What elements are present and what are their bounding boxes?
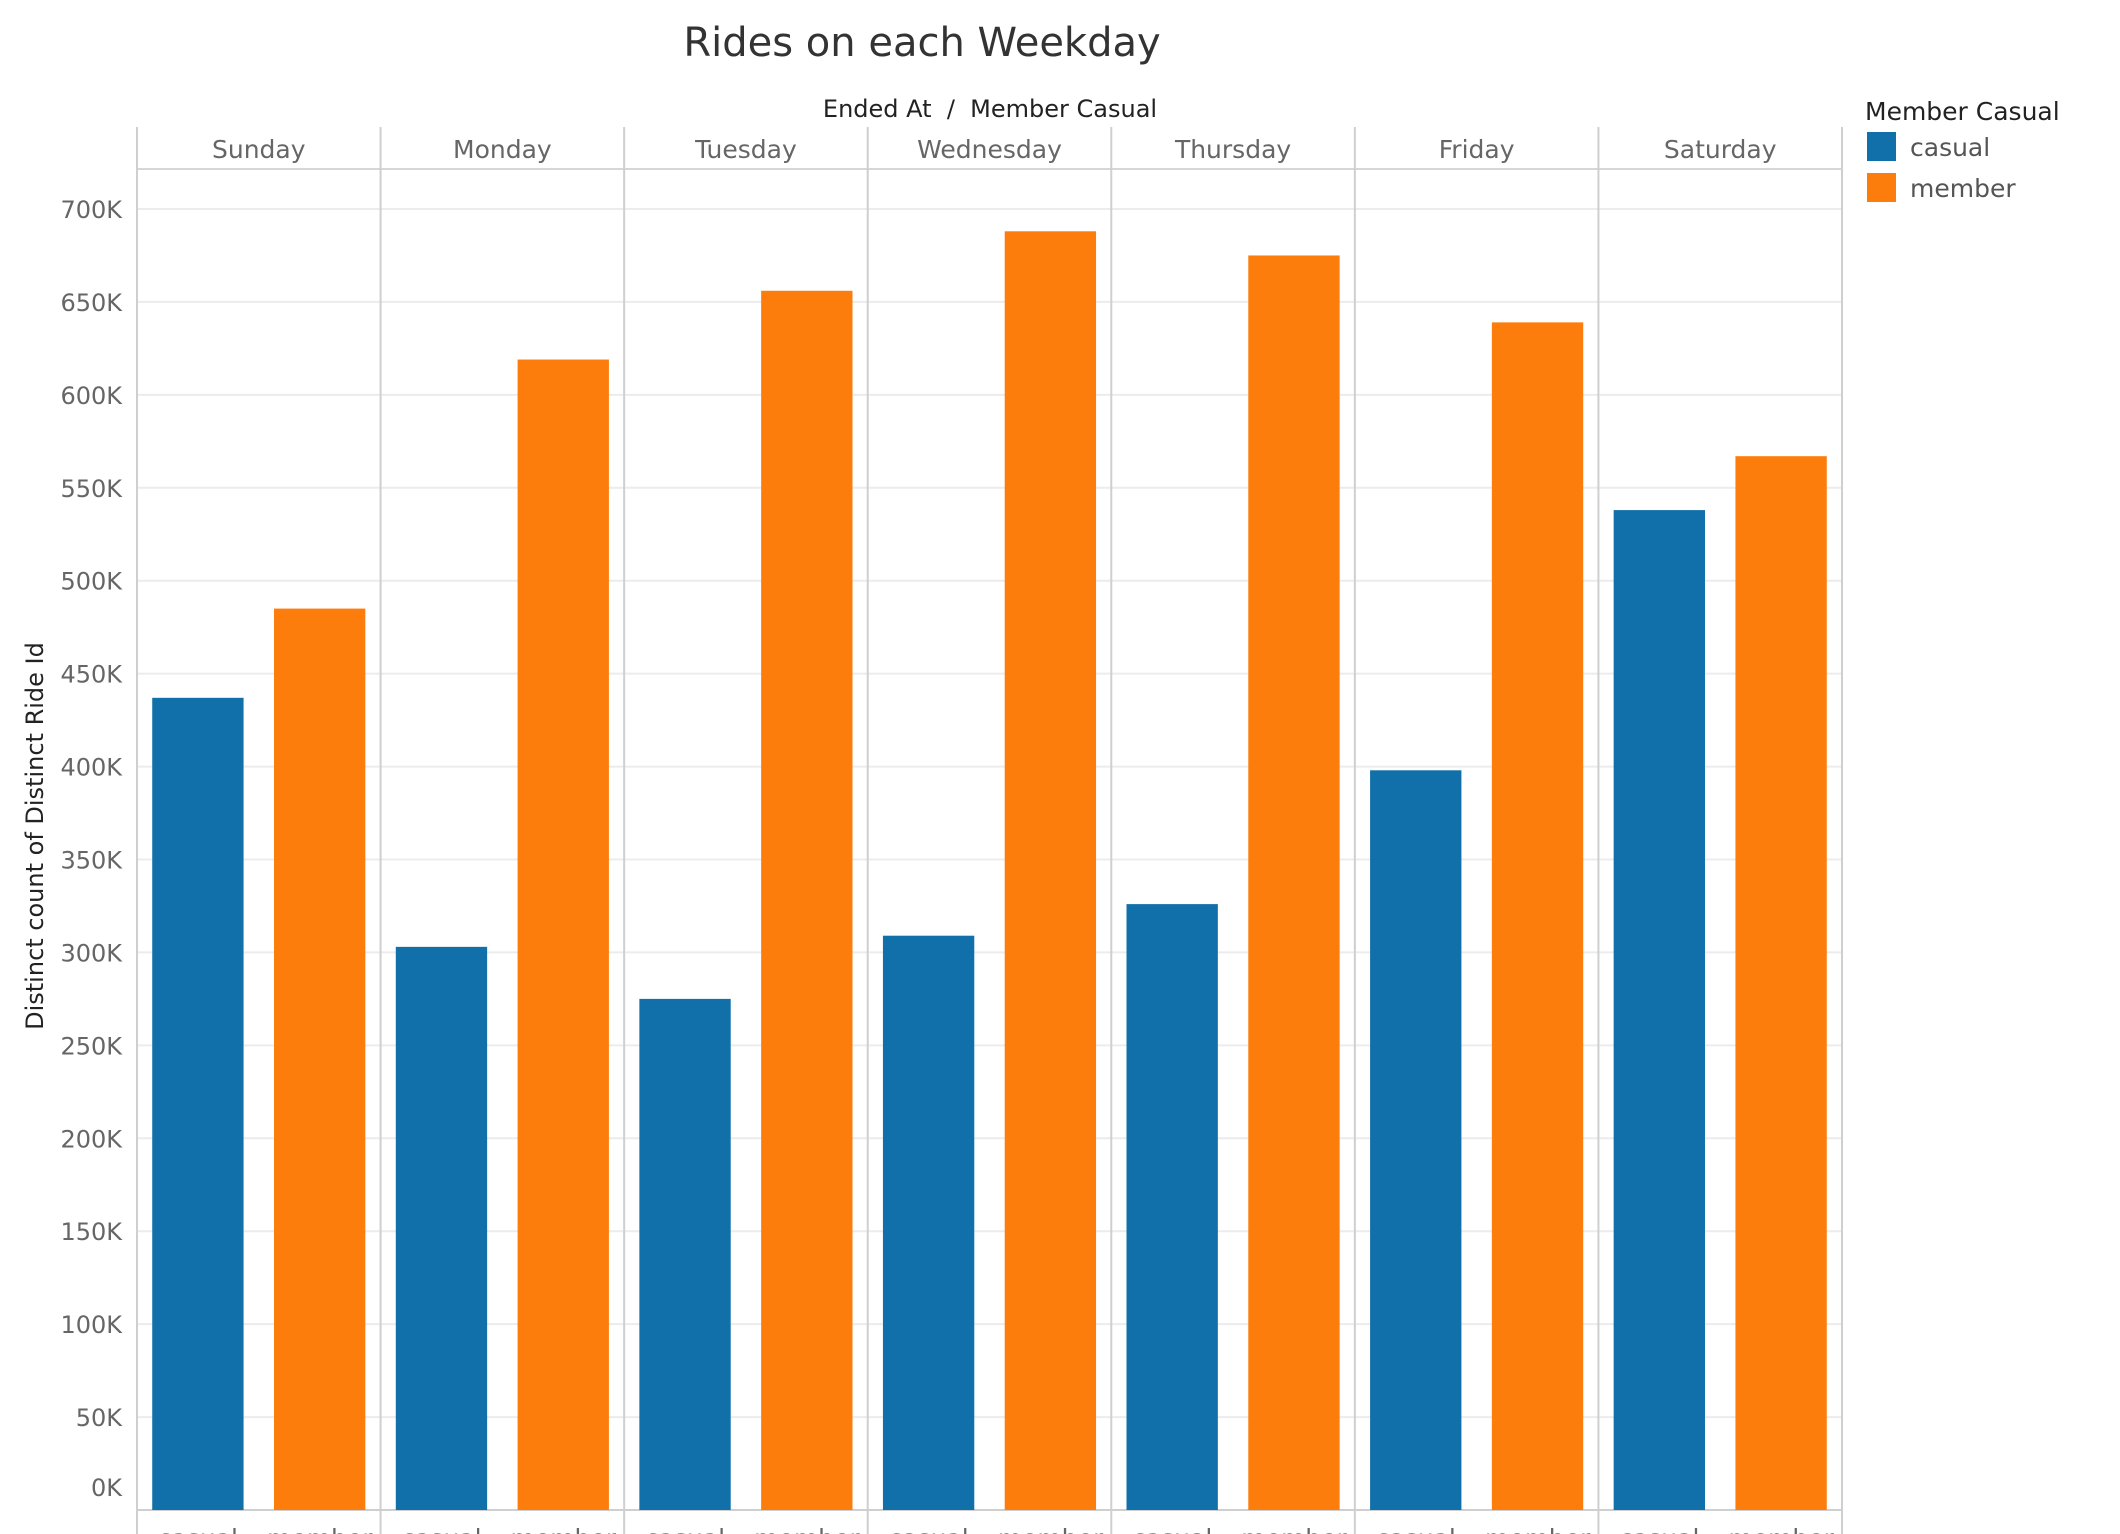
x-category-label: casual <box>1132 1524 1212 1534</box>
bar-casual-wednesday <box>882 935 975 1510</box>
y-tick-label: 600K <box>60 382 123 410</box>
x-category-label: member <box>510 1524 616 1534</box>
x-category-label: member <box>998 1524 1104 1534</box>
x-category-label: casual <box>1376 1524 1456 1534</box>
day-header-label: Thursday <box>1174 135 1291 164</box>
legend-label-casual: casual <box>1910 133 1990 162</box>
day-header-label: Friday <box>1439 135 1515 164</box>
y-tick-label: 250K <box>60 1032 123 1060</box>
y-tick-label: 350K <box>60 847 123 875</box>
day-header-label: Tuesday <box>694 135 797 164</box>
y-tick-label: 550K <box>60 475 123 503</box>
day-header-label: Saturday <box>1664 135 1777 164</box>
panel-frame <box>136 127 1843 1534</box>
bar-member-thursday <box>1248 255 1340 1511</box>
x-category-label: casual <box>158 1524 238 1534</box>
x-category-label: member <box>1485 1524 1591 1534</box>
x-category-label: casual <box>1619 1524 1699 1534</box>
x-category-label: member <box>1728 1524 1834 1534</box>
y-tick-label: 450K <box>60 661 123 689</box>
y-tick-label: 500K <box>60 568 123 596</box>
bar-member-saturday <box>1735 456 1827 1511</box>
bars <box>152 231 1827 1511</box>
bar-member-wednesday <box>1004 231 1097 1510</box>
legend-swatch-member <box>1867 173 1896 202</box>
x-category-label: member <box>1241 1524 1347 1534</box>
x-category-label: casual <box>401 1524 481 1534</box>
bar-casual-sunday <box>152 697 244 1510</box>
x-category-label: member <box>754 1524 860 1534</box>
y-tick-label: 300K <box>60 939 123 967</box>
gridlines <box>137 208 1842 1419</box>
legend-swatch-casual <box>1867 132 1896 161</box>
chart-title: Rides on each Weekday <box>683 20 1160 66</box>
bar-casual-friday <box>1370 770 1462 1510</box>
bar-member-friday <box>1491 322 1584 1511</box>
y-tick-label: 0K <box>91 1474 123 1502</box>
day-header-label: Monday <box>453 135 552 164</box>
bar-casual-thursday <box>1126 904 1218 1510</box>
bar-casual-monday <box>395 946 488 1510</box>
legend-title: Member Casual <box>1865 97 2060 126</box>
x-category-label: casual <box>645 1524 725 1534</box>
y-tick-label: 650K <box>60 289 123 317</box>
y-tick-label: 150K <box>60 1218 123 1246</box>
legend-items: casual member <box>1867 132 2016 203</box>
column-header-title: Ended At / Member Casual <box>823 95 1157 123</box>
legend: Member Casual casual member <box>1865 97 2060 203</box>
legend-label-member: member <box>1910 174 2016 203</box>
bar-member-sunday <box>274 608 366 1510</box>
y-tick-label: 100K <box>60 1311 123 1339</box>
y-tick-label: 50K <box>76 1404 124 1432</box>
y-tick-label: 400K <box>60 754 123 782</box>
y-tick-label: 700K <box>60 196 123 224</box>
day-header-label: Wednesday <box>917 135 1062 164</box>
bar-member-monday <box>517 359 609 1510</box>
axis-labels: 0K 50K 100K 150K 200K 250K 300K 350K 400K 450K 500… <box>60 135 1834 1534</box>
bar-casual-saturday <box>1613 510 1705 1510</box>
day-header-label: Sunday <box>212 135 306 164</box>
y-tick-label: 200K <box>60 1125 123 1153</box>
x-category-label: member <box>267 1524 373 1534</box>
bar-member-tuesday <box>761 290 853 1511</box>
x-category-label: casual <box>889 1524 969 1534</box>
y-axis-label: Distinct count of Distinct Ride Id <box>21 642 49 1030</box>
bar-casual-tuesday <box>639 998 731 1510</box>
